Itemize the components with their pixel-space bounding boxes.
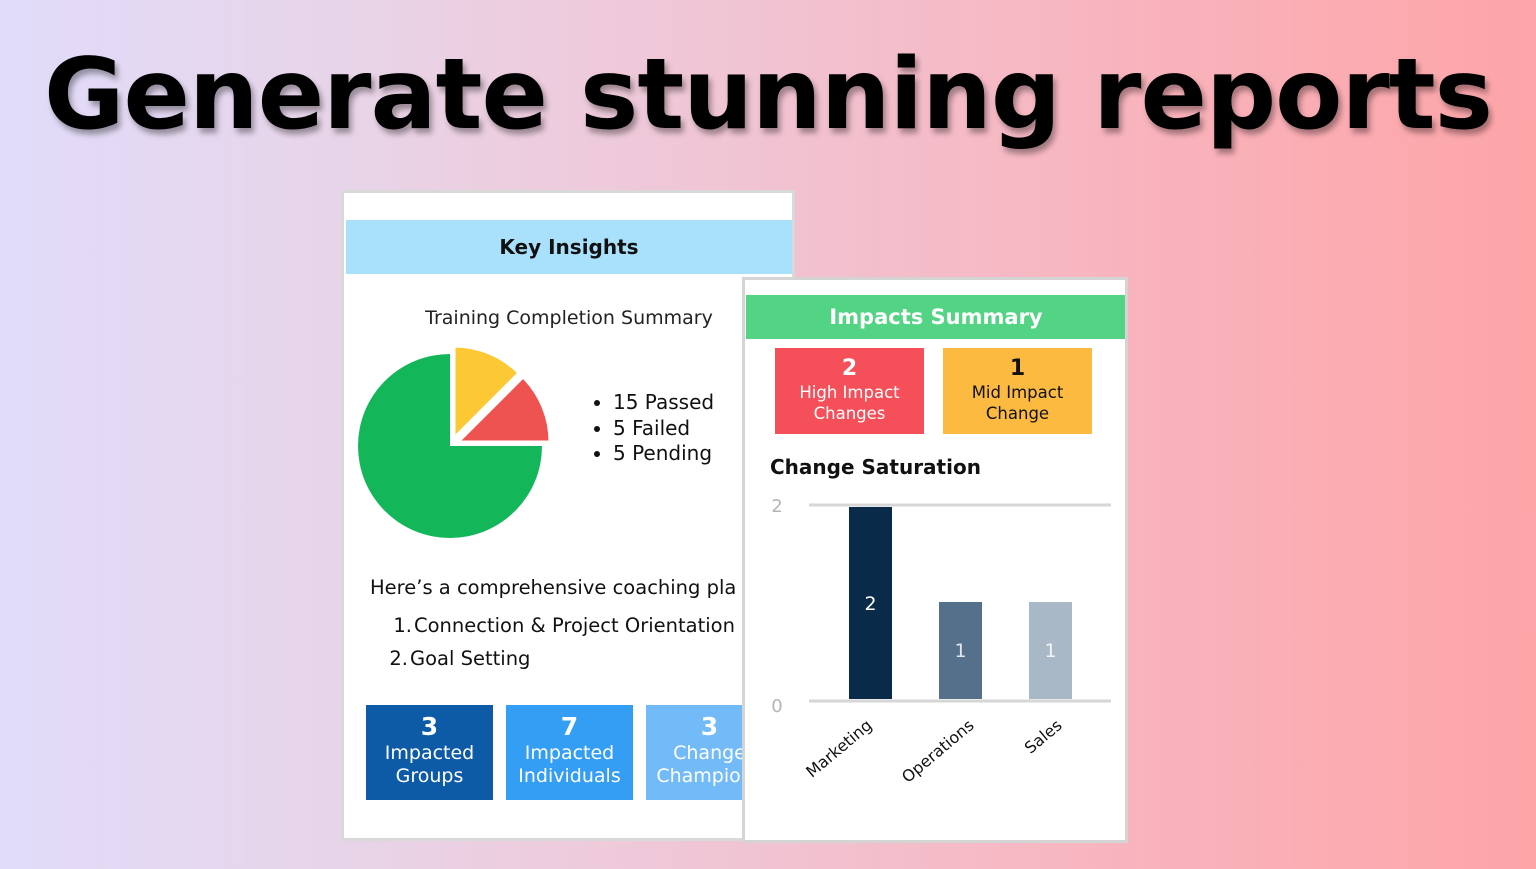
legend-item-passed: 15 Passed	[613, 390, 714, 416]
coaching-intro: Here’s a comprehensive coaching pla	[370, 576, 737, 599]
pie-slice-pending	[452, 344, 522, 442]
bar-label-sales: 1	[1044, 640, 1056, 662]
pie-slice-failed	[454, 374, 550, 444]
x-tick-marketing: Marketing	[802, 716, 875, 782]
change-saturation-title: Change Saturation	[770, 455, 981, 479]
training-summary-title: Training Completion Summary	[425, 307, 713, 329]
headline: Generate stunning reports	[44, 38, 1493, 152]
bar-marketing	[849, 507, 892, 699]
high-impact-tile: 2 High Impact Changes	[775, 348, 924, 434]
key-insights-card: Key Insights Training Completion Summary…	[341, 190, 795, 841]
x-tick-sales: Sales	[1021, 716, 1066, 758]
mid-impact-tile: 1 Mid Impact Change	[943, 348, 1092, 434]
legend-item-failed: 5 Failed	[613, 416, 714, 442]
pie-slice-passed	[358, 354, 542, 538]
pie-legend: 15 Passed 5 Failed 5 Pending	[591, 390, 714, 467]
bar-sales	[1029, 602, 1072, 699]
coaching-item: 1. Connection & Project Orientation	[393, 614, 735, 637]
bar-label-operations: 1	[954, 640, 966, 662]
key-insights-header: Key Insights	[346, 220, 792, 274]
training-pie-chart	[358, 344, 550, 538]
bar-operations	[939, 602, 982, 699]
bar-label-marketing: 2	[864, 593, 876, 615]
change-saturation-chart: 2 0 2 1 1 Marketing Operations Sales	[771, 496, 1111, 787]
legend-item-pending: 5 Pending	[613, 441, 714, 467]
x-tick-operations: Operations	[898, 716, 978, 787]
impacts-summary-card: Impacts Summary 2 High Impact Changes 1 …	[742, 277, 1128, 843]
y-tick-0: 0	[771, 696, 782, 717]
impacted-groups-tile: 3 Impacted Groups	[366, 705, 493, 800]
change-champions-tile: 3 Change Champions	[646, 705, 773, 800]
coaching-list: 1. Connection & Project Orientation 2. Goa…	[386, 609, 735, 675]
y-tick-2: 2	[771, 496, 782, 517]
impacted-individuals-tile: 7 Impacted Individuals	[506, 705, 633, 800]
coaching-item: 2. Goal Setting	[389, 647, 531, 670]
impacts-summary-header: Impacts Summary	[746, 295, 1125, 339]
